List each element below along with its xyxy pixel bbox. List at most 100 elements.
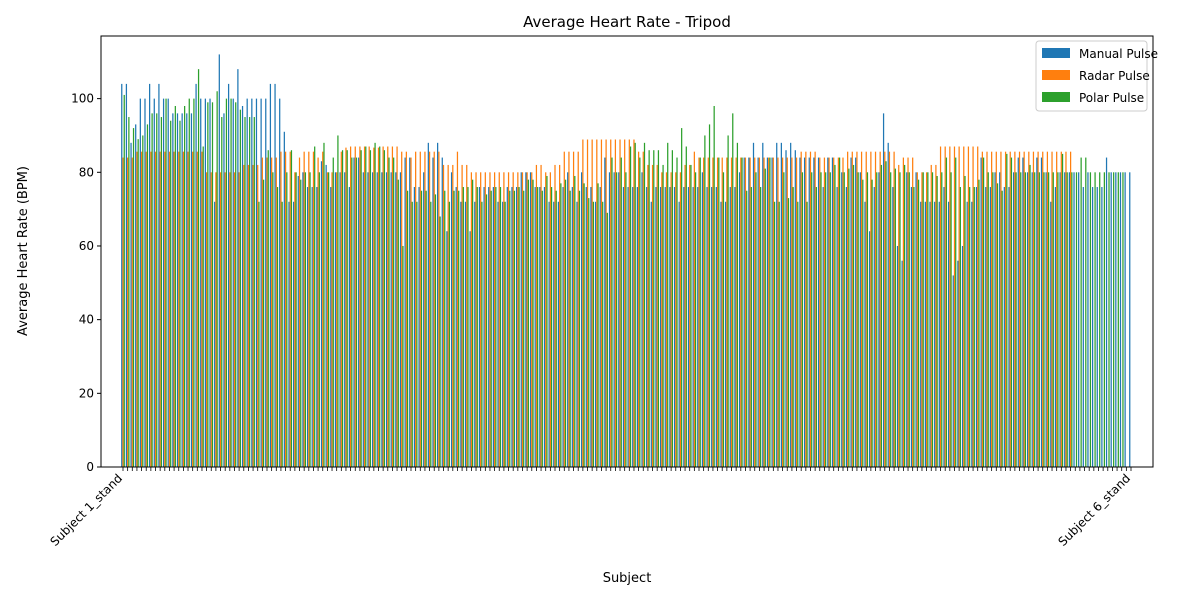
bar-manual-pulse-43 — [320, 161, 323, 467]
bar-polar-pulse-71 — [453, 190, 455, 467]
bar-radar-pulse-125 — [703, 157, 705, 467]
bar-radar-pulse-132 — [735, 157, 737, 467]
bar-radar-pulse-200 — [1051, 151, 1053, 468]
bar-manual-pulse-177 — [943, 187, 945, 467]
bar-radar-pulse-172 — [921, 172, 923, 468]
bar-polar-pulse-10 — [170, 120, 172, 467]
bar-manual-pulse-179 — [952, 275, 954, 467]
bar-polar-pulse-49 — [351, 157, 353, 467]
bar-manual-pulse-137 — [757, 157, 759, 467]
bar-manual-pulse-38 — [297, 175, 299, 468]
bar-manual-pulse-64 — [418, 187, 420, 467]
bar-radar-pulse-141 — [777, 157, 779, 467]
bar-polar-pulse-147 — [806, 201, 808, 467]
bar-polar-pulse-113 — [648, 150, 650, 467]
bar-polar-pulse-204 — [1071, 172, 1073, 468]
bar-manual-pulse-140 — [771, 157, 773, 467]
bar-manual-pulse-180 — [957, 260, 959, 467]
bar-radar-pulse-164 — [884, 151, 886, 468]
bar-radar-pulse-9 — [164, 151, 166, 468]
bar-radar-pulse-19 — [210, 172, 212, 468]
bar-radar-pulse-62 — [410, 157, 412, 467]
bar-polar-pulse-54 — [374, 142, 376, 467]
bar-radar-pulse-147 — [805, 151, 807, 468]
bar-polar-pulse-58 — [393, 157, 395, 467]
bar-radar-pulse-93 — [554, 164, 556, 467]
bar-radar-pulse-50 — [354, 146, 356, 467]
bar-manual-pulse-169 — [906, 172, 908, 468]
bar-radar-pulse-54 — [373, 147, 375, 467]
bar-manual-pulse-45 — [330, 187, 332, 467]
y-axis-label: Average Heart Rate (BPM) — [16, 166, 31, 336]
bar-polar-pulse-52 — [365, 146, 367, 467]
bar-polar-pulse-194 — [1024, 172, 1027, 468]
bar-manual-pulse-106 — [613, 172, 615, 468]
bar-radar-pulse-35 — [284, 151, 287, 468]
bar-radar-pulse-123 — [693, 151, 695, 468]
bar-polar-pulse-187 — [992, 172, 994, 468]
bar-radar-pulse-67 — [433, 151, 435, 468]
bar-manual-pulse-55 — [376, 172, 378, 468]
bar-polar-pulse-175 — [936, 175, 938, 468]
bar-polar-pulse-115 — [657, 150, 660, 467]
bar-manual-pulse-127 — [711, 187, 713, 467]
bar-manual-pulse-185 — [980, 157, 982, 467]
bar-radar-pulse-148 — [809, 151, 812, 468]
bar-polar-pulse-65 — [425, 190, 427, 467]
bar-radar-pulse-30 — [261, 157, 263, 467]
bar-polar-pulse-109 — [629, 146, 632, 467]
bar-manual-pulse-112 — [641, 172, 643, 468]
bar-radar-pulse-180 — [958, 146, 960, 467]
bar-polar-pulse-72 — [458, 190, 460, 467]
bar-manual-pulse-41 — [311, 187, 313, 467]
bar-polar-pulse-154 — [838, 157, 841, 467]
bar-polar-pulse-1 — [128, 117, 130, 467]
bar-manual-pulse-174 — [929, 201, 931, 467]
bar-polar-pulse-195 — [1029, 164, 1031, 467]
bar-polar-pulse-17 — [202, 146, 204, 467]
bar-radar-pulse-1 — [127, 157, 129, 467]
bar-polar-pulse-94 — [560, 183, 562, 467]
bar-radar-pulse-182 — [967, 146, 970, 467]
bar-manual-pulse-162 — [873, 187, 875, 467]
x-axis-label: Subject — [603, 571, 652, 586]
bar-manual-pulse-91 — [543, 187, 546, 467]
bar-radar-pulse-116 — [661, 172, 663, 468]
bar-radar-pulse-117 — [665, 172, 668, 468]
bar-radar-pulse-89 — [535, 164, 538, 467]
bar-manual-pulse-134 — [743, 157, 745, 467]
bar-radar-pulse-25 — [238, 172, 240, 468]
bar-radar-pulse-65 — [424, 151, 426, 468]
bar-manual-pulse-27 — [246, 98, 248, 468]
bar-polar-pulse-46 — [337, 135, 339, 467]
bar-polar-pulse-97 — [574, 175, 576, 468]
bar-polar-pulse-91 — [546, 175, 548, 468]
bar-manual-pulse-139 — [766, 157, 769, 467]
bar-polar-pulse-68 — [439, 216, 441, 467]
bar-polar-pulse-160 — [866, 172, 869, 468]
bar-radar-pulse-167 — [898, 164, 900, 467]
bar-radar-pulse-108 — [624, 139, 626, 467]
bar-polar-pulse-123 — [694, 172, 697, 468]
bar-radar-pulse-187 — [991, 151, 993, 468]
bar-polar-pulse-148 — [811, 172, 813, 468]
legend-label-radar: Radar Pulse — [1079, 69, 1150, 83]
bar-polar-pulse-101 — [592, 201, 595, 467]
bar-radar-pulse-160 — [865, 151, 867, 468]
bar-radar-pulse-188 — [995, 151, 997, 468]
bar-polar-pulse-2 — [132, 128, 135, 467]
bar-polar-pulse-162 — [876, 172, 878, 468]
bar-radar-pulse-43 — [322, 151, 324, 468]
bar-polar-pulse-212 — [1108, 172, 1110, 468]
bar-polar-pulse-122 — [690, 164, 692, 467]
bar-manual-pulse-170 — [910, 187, 913, 467]
bar-radar-pulse-27 — [247, 164, 250, 467]
bar-polar-pulse-207 — [1085, 157, 1087, 467]
bar-radar-pulse-184 — [977, 146, 979, 467]
bar-manual-pulse-32 — [269, 83, 272, 467]
bar-radar-pulse-5 — [145, 151, 147, 468]
bar-radar-pulse-173 — [925, 172, 928, 468]
bar-manual-pulse-4 — [139, 98, 141, 468]
bar-manual-pulse-136 — [752, 142, 755, 467]
bar-manual-pulse-42 — [316, 187, 318, 467]
